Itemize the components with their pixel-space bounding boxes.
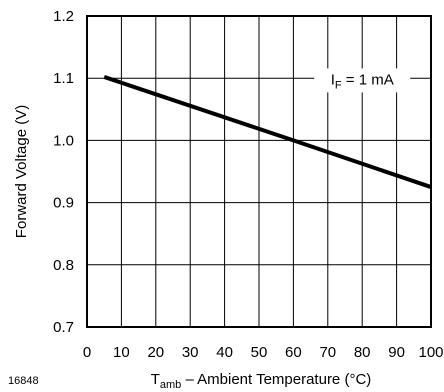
x-axis-label-rest: – Ambient Temperature (°C) [181, 371, 371, 388]
annotation-rest: = 1 mA [342, 71, 394, 88]
x-axis-label-subscript: amb [160, 379, 181, 391]
annotation-subscript: F [335, 79, 342, 91]
x-tick-label: 50 [251, 344, 268, 361]
series-line [103, 75, 432, 189]
y-tick-label: 0.9 [53, 195, 74, 212]
series-layer [103, 75, 432, 189]
y-tick-label: 0.7 [53, 319, 74, 336]
x-tick-label: 40 [216, 344, 233, 361]
annotation-background [314, 68, 411, 93]
annotation-label: IF = 1 mA [331, 71, 394, 91]
plot-frame [86, 15, 432, 328]
x-tick-label: 90 [388, 344, 405, 361]
annotation-main: I [331, 71, 335, 88]
figure-id: 16848 [8, 375, 39, 387]
x-tick-label: 70 [319, 344, 336, 361]
x-axis-label-main: T [151, 371, 160, 388]
y-axis-label: Forward Voltage (V) [13, 105, 30, 238]
x-tick-label: 60 [285, 344, 302, 361]
y-tick-label: 1.1 [53, 70, 74, 87]
x-tick-labels: 0 10 20 30 40 50 60 70 80 90 100 [83, 344, 444, 361]
y-tick-label: 1.2 [53, 8, 74, 25]
x-axis-label: Tamb – Ambient Temperature (°C) [151, 371, 372, 391]
y-tick-label: 1.0 [53, 132, 74, 149]
x-tick-label: 0 [83, 344, 91, 361]
x-tick-label: 80 [354, 344, 371, 361]
y-tick-label: 0.8 [53, 257, 74, 274]
x-tick-label: 20 [147, 344, 164, 361]
x-tick-label: 10 [113, 344, 130, 361]
x-tick-label: 100 [418, 344, 443, 361]
x-tick-label: 30 [182, 344, 199, 361]
y-tick-labels: 0.7 0.8 0.9 1.0 1.1 1.2 [53, 8, 74, 336]
